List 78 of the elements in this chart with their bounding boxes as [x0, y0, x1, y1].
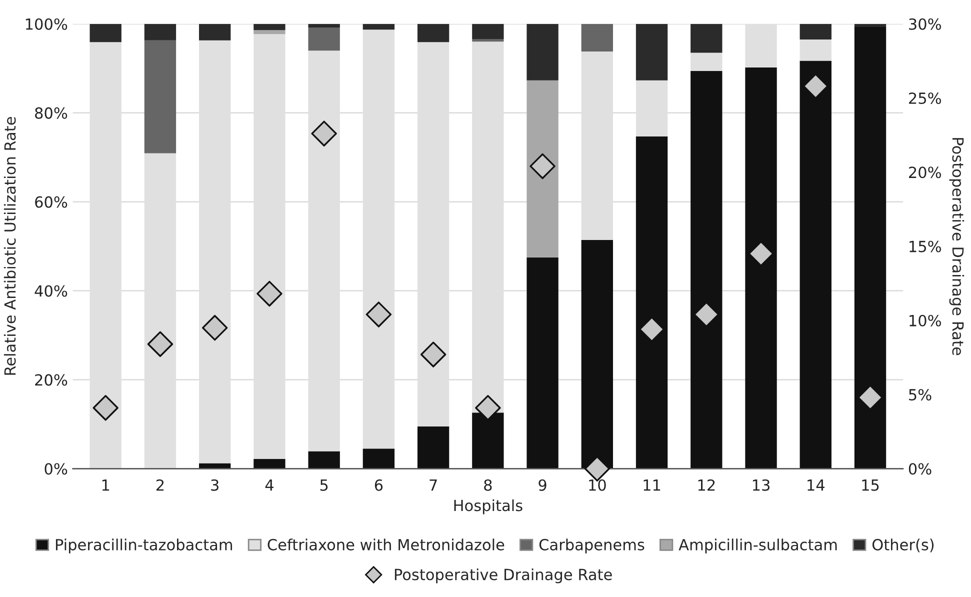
x-tick-label: 10: [589, 479, 606, 491]
x-axis-title: Hospitals: [454, 499, 522, 514]
bar: [800, 60, 832, 469]
bar: [362, 24, 395, 30]
point: [202, 314, 228, 341]
x-tick-label: 4: [265, 480, 274, 491]
bar: [526, 80, 558, 258]
point: [147, 331, 174, 357]
y-tick-label: 80%: [35, 107, 68, 119]
point: [530, 153, 556, 180]
bar: [144, 40, 176, 154]
bar: [308, 27, 340, 51]
bar: [254, 24, 286, 30]
point: [256, 280, 282, 307]
legend-label: Ceftriaxone with Metronidazole: [268, 538, 504, 550]
bar: [526, 257, 558, 469]
y2-axis-title: Postoperative Drainage Rate: [949, 138, 964, 356]
y-tick-label: 60%: [35, 196, 68, 208]
point: [694, 302, 720, 328]
legend-label: Ampicillin-sulbactam: [678, 538, 837, 554]
x-tick-label: 3: [211, 479, 218, 491]
bar: [690, 71, 722, 469]
bar: [636, 24, 668, 80]
point: [366, 302, 392, 328]
bar: [472, 39, 504, 42]
legend-label: Piperacillin-tazobactam: [56, 538, 232, 554]
bar: [800, 24, 832, 40]
point: [311, 120, 337, 146]
y-axis-title: Relative Antibiotic Utilization Rate: [4, 117, 16, 375]
bar: [526, 24, 558, 80]
point: [92, 395, 118, 421]
bar: [90, 24, 122, 42]
y2-tick-label: 0%: [908, 463, 932, 475]
x-tick-label: 5: [320, 480, 328, 491]
bar: [854, 26, 886, 469]
point: [475, 395, 501, 421]
bar: [254, 458, 286, 469]
y2-tick-label: 10%: [910, 314, 942, 326]
y2-tick-label: 5%: [909, 388, 932, 401]
x-tick-label: 11: [644, 480, 660, 491]
y-tick-label: 40%: [34, 285, 68, 297]
legend-label: Carbapenems: [539, 538, 644, 554]
x-tick-label: 13: [752, 479, 770, 491]
bar: [800, 39, 832, 61]
bar: [581, 24, 614, 52]
bar: [472, 24, 504, 39]
bar: [417, 24, 450, 42]
bar: [690, 24, 722, 53]
x-tick-label: 1: [102, 480, 110, 491]
bar: [308, 24, 340, 28]
bar: [690, 52, 722, 72]
x-tick-label: 2: [156, 479, 164, 491]
x-tick-label: 12: [698, 479, 715, 491]
bar: [198, 24, 231, 40]
bar: [144, 24, 176, 40]
bar: [417, 426, 450, 469]
y-tick-label: 0%: [44, 463, 68, 475]
x-tick-label: 8: [484, 479, 492, 491]
x-tick-label: 9: [538, 479, 546, 491]
bar: [254, 30, 286, 34]
x-tick-label: 14: [808, 480, 825, 491]
y2-tick-label: 15%: [910, 240, 942, 252]
bar: [745, 67, 777, 469]
y2-tick-label: 30%: [909, 18, 942, 30]
y-tick-label: 20%: [35, 374, 68, 386]
point: [420, 342, 446, 368]
bar: [362, 448, 395, 469]
y2-tick-label: 20%: [909, 166, 942, 178]
legend-label: Other(s): [872, 538, 934, 552]
x-tick-label: 6: [374, 479, 383, 491]
legend-label: Postoperative Drainage Rate: [394, 568, 612, 584]
bar: [308, 451, 340, 469]
bar: [636, 136, 668, 469]
y-tick-label: 100%: [26, 18, 68, 30]
x-tick-label: 15: [862, 480, 879, 491]
x-tick-label: 7: [430, 480, 437, 491]
y2-tick-label: 25%: [909, 92, 942, 104]
bar: [854, 24, 886, 27]
